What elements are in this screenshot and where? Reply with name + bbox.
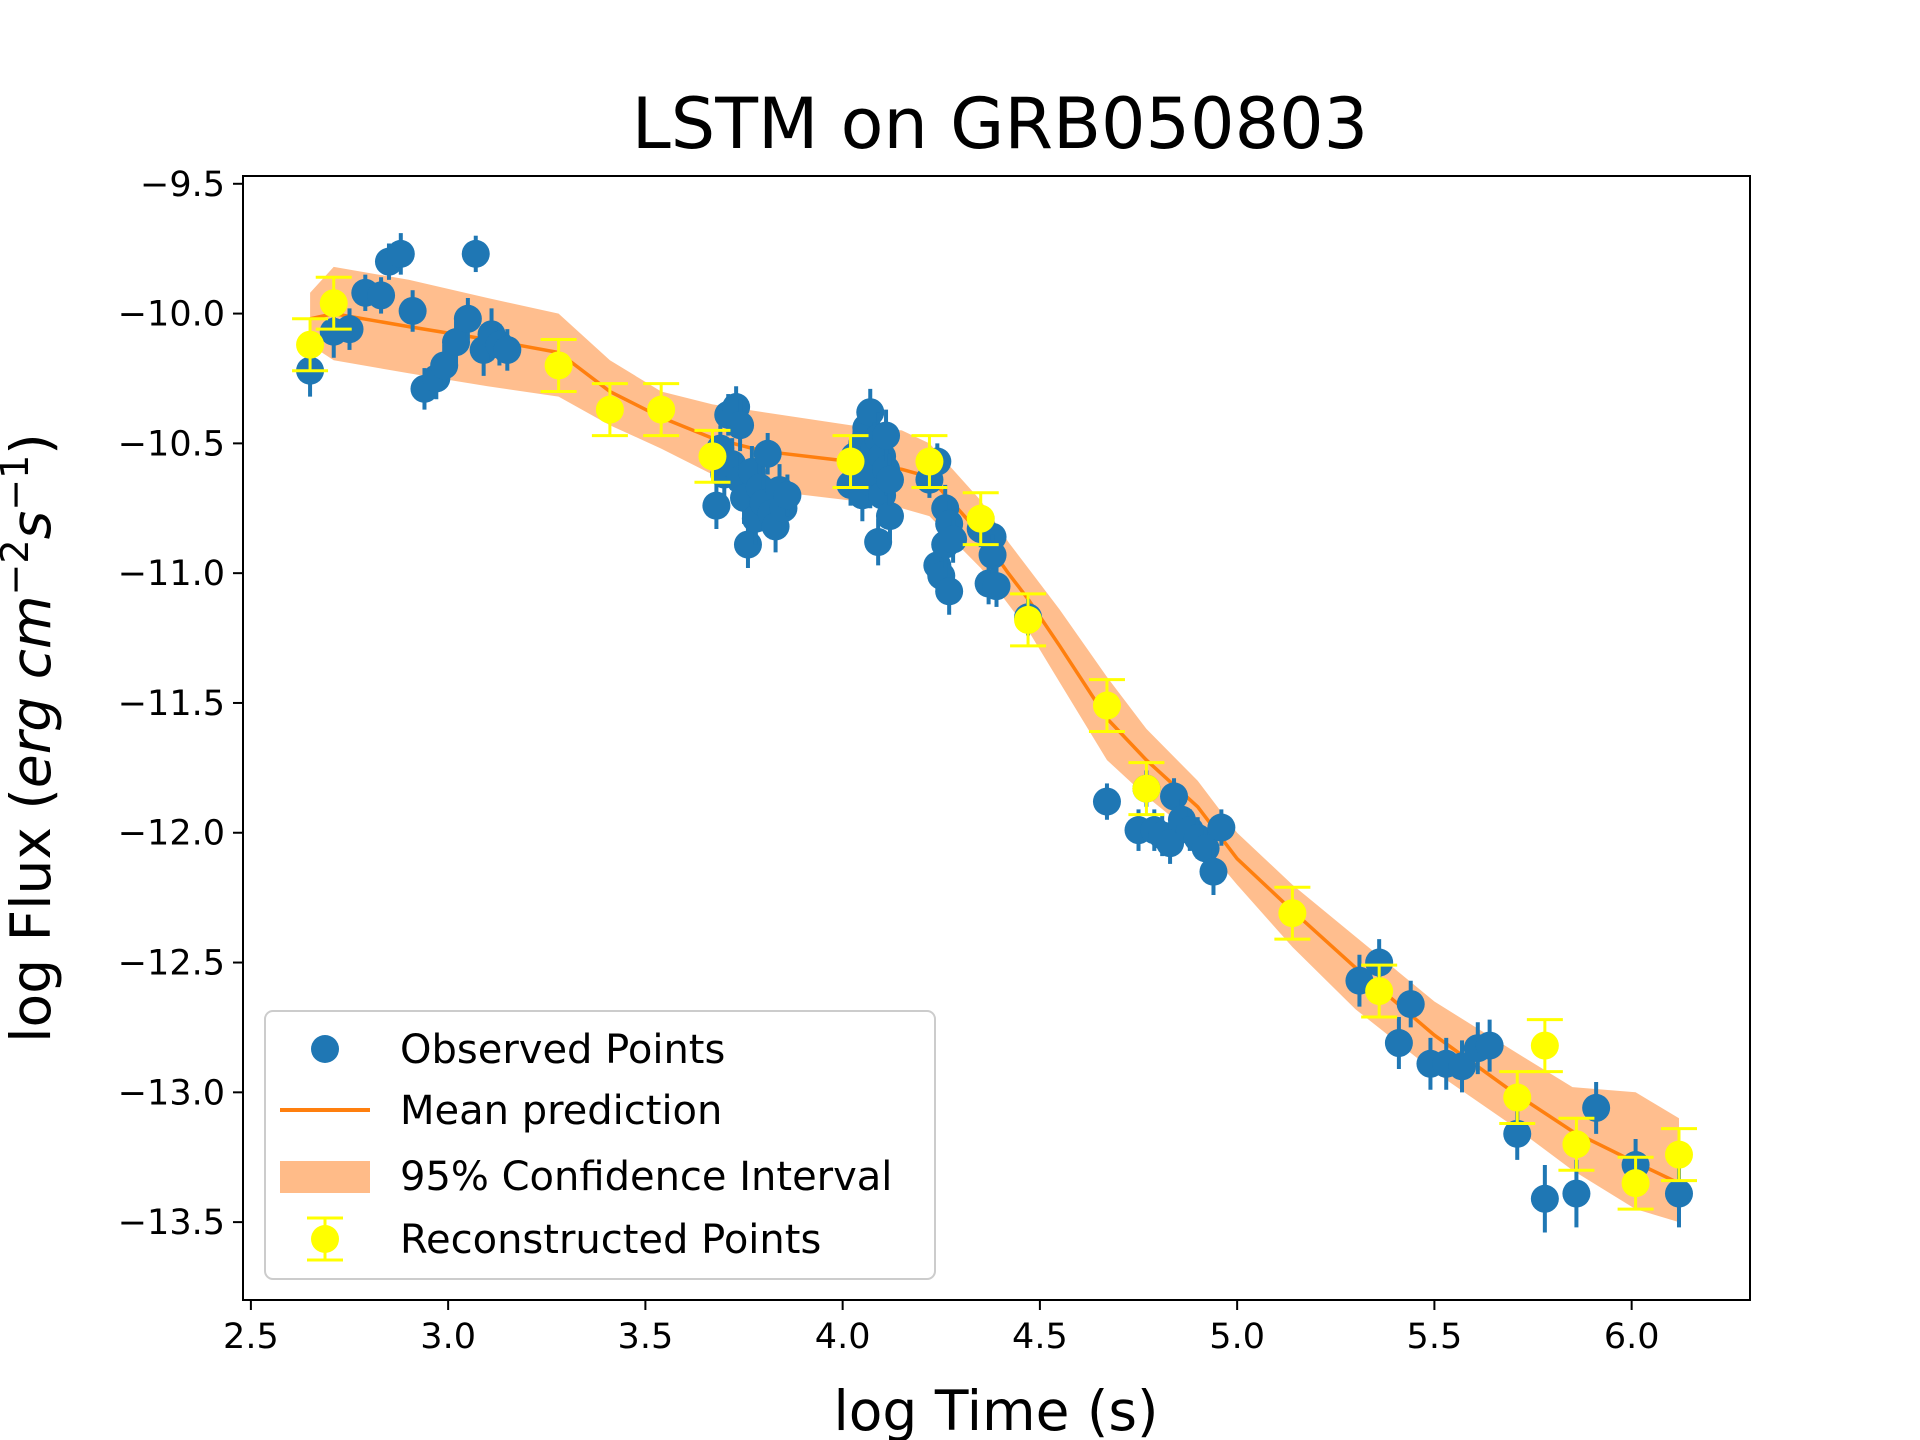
- observed-point: [1396, 980, 1425, 1028]
- reconstructed-point: [1617, 1155, 1654, 1211]
- x-tick-label: 5.5: [1407, 1317, 1463, 1357]
- reconstructed-point: [694, 428, 731, 484]
- observed-point: [726, 399, 755, 452]
- observed-point: [872, 409, 901, 462]
- reconstructed-point: [1526, 1018, 1563, 1074]
- reconstructed-point: [1088, 678, 1125, 734]
- reconstructed-point: [315, 275, 352, 331]
- observed-point: [982, 565, 1011, 607]
- observed-point: [493, 329, 522, 371]
- legend-label-mean: Mean prediction: [400, 1088, 722, 1134]
- reconstructed-point: [1128, 761, 1165, 817]
- observed-point: [1475, 1019, 1504, 1072]
- observed-point: [430, 344, 459, 387]
- legend: Observed Points Mean prediction 95% Conf…: [264, 1010, 936, 1280]
- observed-point: [398, 290, 427, 332]
- observed-point: [753, 432, 782, 475]
- y-tick-label: −12.5: [118, 944, 225, 984]
- y-axis-ticks: −9.5 −10.0 −10.5 −11.0 −11.5 −12.0 −12.5 −13.0 −…: [118, 165, 243, 1243]
- y-axis-label: log Flux (erg cm−2s−1): [0, 433, 63, 1042]
- observed-point: [864, 518, 893, 566]
- plot-frame: [242, 175, 1751, 1301]
- reconstructed-point: [292, 317, 329, 373]
- reconstructed-point: [1361, 963, 1398, 1019]
- legend-marker-reconstructed: [307, 1216, 343, 1262]
- y-tick-label: −10.0: [118, 295, 225, 335]
- y-tick-label: −11.0: [118, 554, 225, 594]
- observed-point: [935, 567, 964, 615]
- observed-point: [773, 474, 802, 517]
- x-tick-label: 5.0: [1209, 1317, 1265, 1357]
- x-axis-ticks: 2.5 3.0 3.5 4.0 4.5 5.0 5.5 6.0: [223, 1300, 1659, 1357]
- observed-point: [1199, 848, 1228, 896]
- observed-point: [386, 233, 415, 275]
- x-tick-label: 4.0: [815, 1317, 871, 1357]
- y-tick-label: −10.5: [118, 424, 225, 464]
- observed-point: [1156, 822, 1185, 864]
- observed-point: [939, 516, 968, 563]
- y-tick-label: −12.0: [118, 814, 225, 854]
- legend-marker-band: [280, 1161, 370, 1193]
- observed-point: [1582, 1081, 1611, 1134]
- observed-point: [1384, 1017, 1413, 1069]
- reconstructed-point: [911, 434, 948, 490]
- reconstructed-points-layer: [292, 275, 1697, 1211]
- y-tick-label: −11.5: [118, 684, 225, 724]
- y-tick-label: −13.5: [118, 1203, 225, 1243]
- confidence-band-layer: [310, 266, 1680, 1223]
- observed-point: [442, 321, 471, 363]
- observed-point: [702, 482, 731, 530]
- x-axis-label: log Time (s): [834, 1379, 1159, 1440]
- chart-title: LSTM on GRB050803: [632, 83, 1368, 165]
- x-tick-label: 3.0: [420, 1317, 476, 1357]
- legend-label-observed: Observed Points: [400, 1027, 725, 1073]
- reconstructed-point: [1660, 1127, 1697, 1183]
- reconstructed-point: [591, 382, 628, 438]
- observed-point: [461, 235, 490, 273]
- reconstructed-point: [1274, 885, 1311, 941]
- x-tick-label: 3.5: [618, 1317, 674, 1357]
- observed-point: [1092, 783, 1121, 820]
- observed-point: [1207, 809, 1236, 846]
- plot-area: [292, 233, 1697, 1233]
- observed-point: [453, 298, 482, 340]
- observed-point: [1530, 1165, 1559, 1233]
- x-tick-label: 2.5: [223, 1317, 279, 1357]
- observed-point: [1448, 1040, 1477, 1093]
- reconstructed-point: [1010, 592, 1047, 648]
- reconstructed-point: [643, 382, 680, 438]
- confidence-band: [310, 266, 1680, 1223]
- y-tick-label: −13.0: [118, 1073, 225, 1113]
- legend-label-reconstructed: Reconstructed Points: [400, 1217, 821, 1263]
- y-tick-label: −9.5: [140, 165, 225, 205]
- reconstructed-point: [540, 338, 577, 393]
- x-tick-label: 4.5: [1012, 1317, 1068, 1357]
- observed-point: [978, 534, 1007, 576]
- reconstructed-point: [1558, 1116, 1595, 1172]
- reconstructed-point: [962, 491, 999, 547]
- reconstructed-point: [832, 434, 869, 490]
- observed-point: [367, 277, 396, 314]
- observed-point: [875, 453, 904, 506]
- legend-box: [264, 1010, 936, 1280]
- x-tick-label: 6.0: [1604, 1317, 1660, 1357]
- legend-marker-observed: [311, 1035, 339, 1063]
- legend-label-band: 95% Confidence Interval: [400, 1154, 892, 1200]
